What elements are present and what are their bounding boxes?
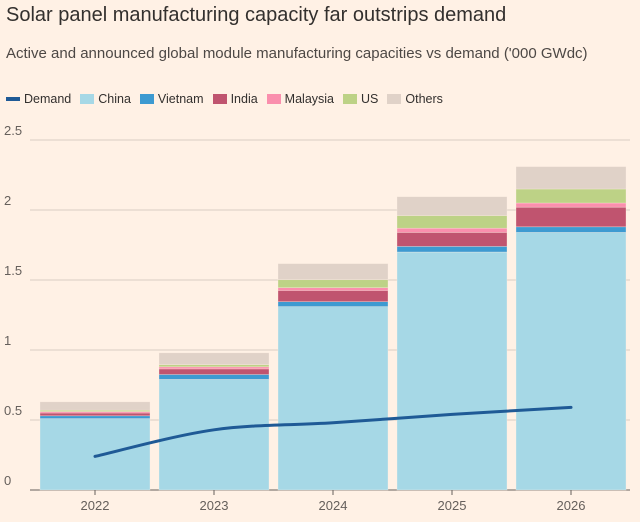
bar-malaysia-2026 [515, 202, 627, 208]
bar-vietnam-2025 [396, 246, 508, 253]
x-tick-label: 2022 [81, 498, 110, 513]
y-tick-label: 1 [4, 333, 11, 348]
legend-swatch [212, 94, 227, 104]
legend-swatch [139, 94, 154, 104]
bar-others-2022 [39, 401, 151, 411]
legend-swatch [343, 94, 357, 104]
bar-others-2025 [396, 196, 508, 216]
legend-item-others: Others [387, 92, 443, 106]
legend-label: Demand [24, 92, 72, 106]
bar-india-2022 [39, 412, 151, 417]
bar-malaysia-2023 [158, 366, 270, 370]
bar-india-2024 [277, 290, 389, 302]
legend-label: Others [405, 92, 443, 106]
bar-india-2023 [158, 368, 270, 375]
bar-vietnam-2026 [515, 226, 627, 233]
legend-label: India [230, 92, 258, 106]
legend-item-us: US [343, 92, 378, 106]
y-tick-label: 0.5 [4, 403, 22, 418]
bar-us-2024 [277, 279, 389, 289]
bar-us-2025 [396, 215, 508, 229]
bar-vietnam-2022 [39, 415, 151, 419]
bar-india-2025 [396, 232, 508, 247]
bar-china-2024 [277, 306, 389, 491]
legend-label: US [361, 92, 379, 106]
bar-malaysia-2025 [396, 227, 508, 233]
legend-swatch [80, 94, 95, 104]
x-tick-label: 2024 [319, 498, 348, 513]
x-tick-label: 2026 [557, 498, 586, 513]
legend-label: China [98, 92, 131, 106]
bar-china-2022 [39, 418, 151, 491]
bar-others-2024 [277, 263, 389, 281]
bar-vietnam-2024 [277, 301, 389, 307]
bar-malaysia-2024 [277, 287, 389, 291]
bar-others-2026 [515, 166, 627, 190]
legend-label: Vietnam [157, 92, 204, 106]
legend-label: Malaysia [284, 92, 334, 106]
bar-others-2023 [158, 352, 270, 365]
bar-us-2026 [515, 188, 627, 204]
chart-title: Solar panel manufacturing capacity far o… [6, 4, 507, 26]
legend-item-malaysia: Malaysia [266, 92, 334, 106]
bar-india-2026 [515, 206, 627, 228]
legend-swatch [6, 97, 20, 101]
x-tick-label: 2023 [200, 498, 229, 513]
bar-china-2023 [158, 379, 270, 491]
legend-swatch [266, 94, 281, 104]
legend-item-demand: Demand [6, 92, 71, 106]
legend-swatch [387, 94, 402, 104]
y-tick-label: 2.5 [4, 123, 22, 138]
legend: Demand China Vietnam India Malaysia US Others [6, 92, 443, 106]
legend-item-india: India [212, 92, 258, 106]
legend-item-vietnam: Vietnam [139, 92, 204, 106]
y-tick-label: 0 [4, 473, 11, 488]
bar-china-2026 [515, 232, 627, 491]
legend-item-china: China [80, 92, 131, 106]
bar-us-2023 [158, 364, 270, 368]
chart-subtitle: Active and announced global module manuf… [6, 45, 588, 62]
y-tick-label: 2 [4, 193, 11, 208]
bar-vietnam-2023 [158, 374, 270, 380]
y-tick-label: 1.5 [4, 263, 22, 278]
bar-china-2025 [396, 251, 508, 491]
x-tick-label: 2025 [438, 498, 467, 513]
